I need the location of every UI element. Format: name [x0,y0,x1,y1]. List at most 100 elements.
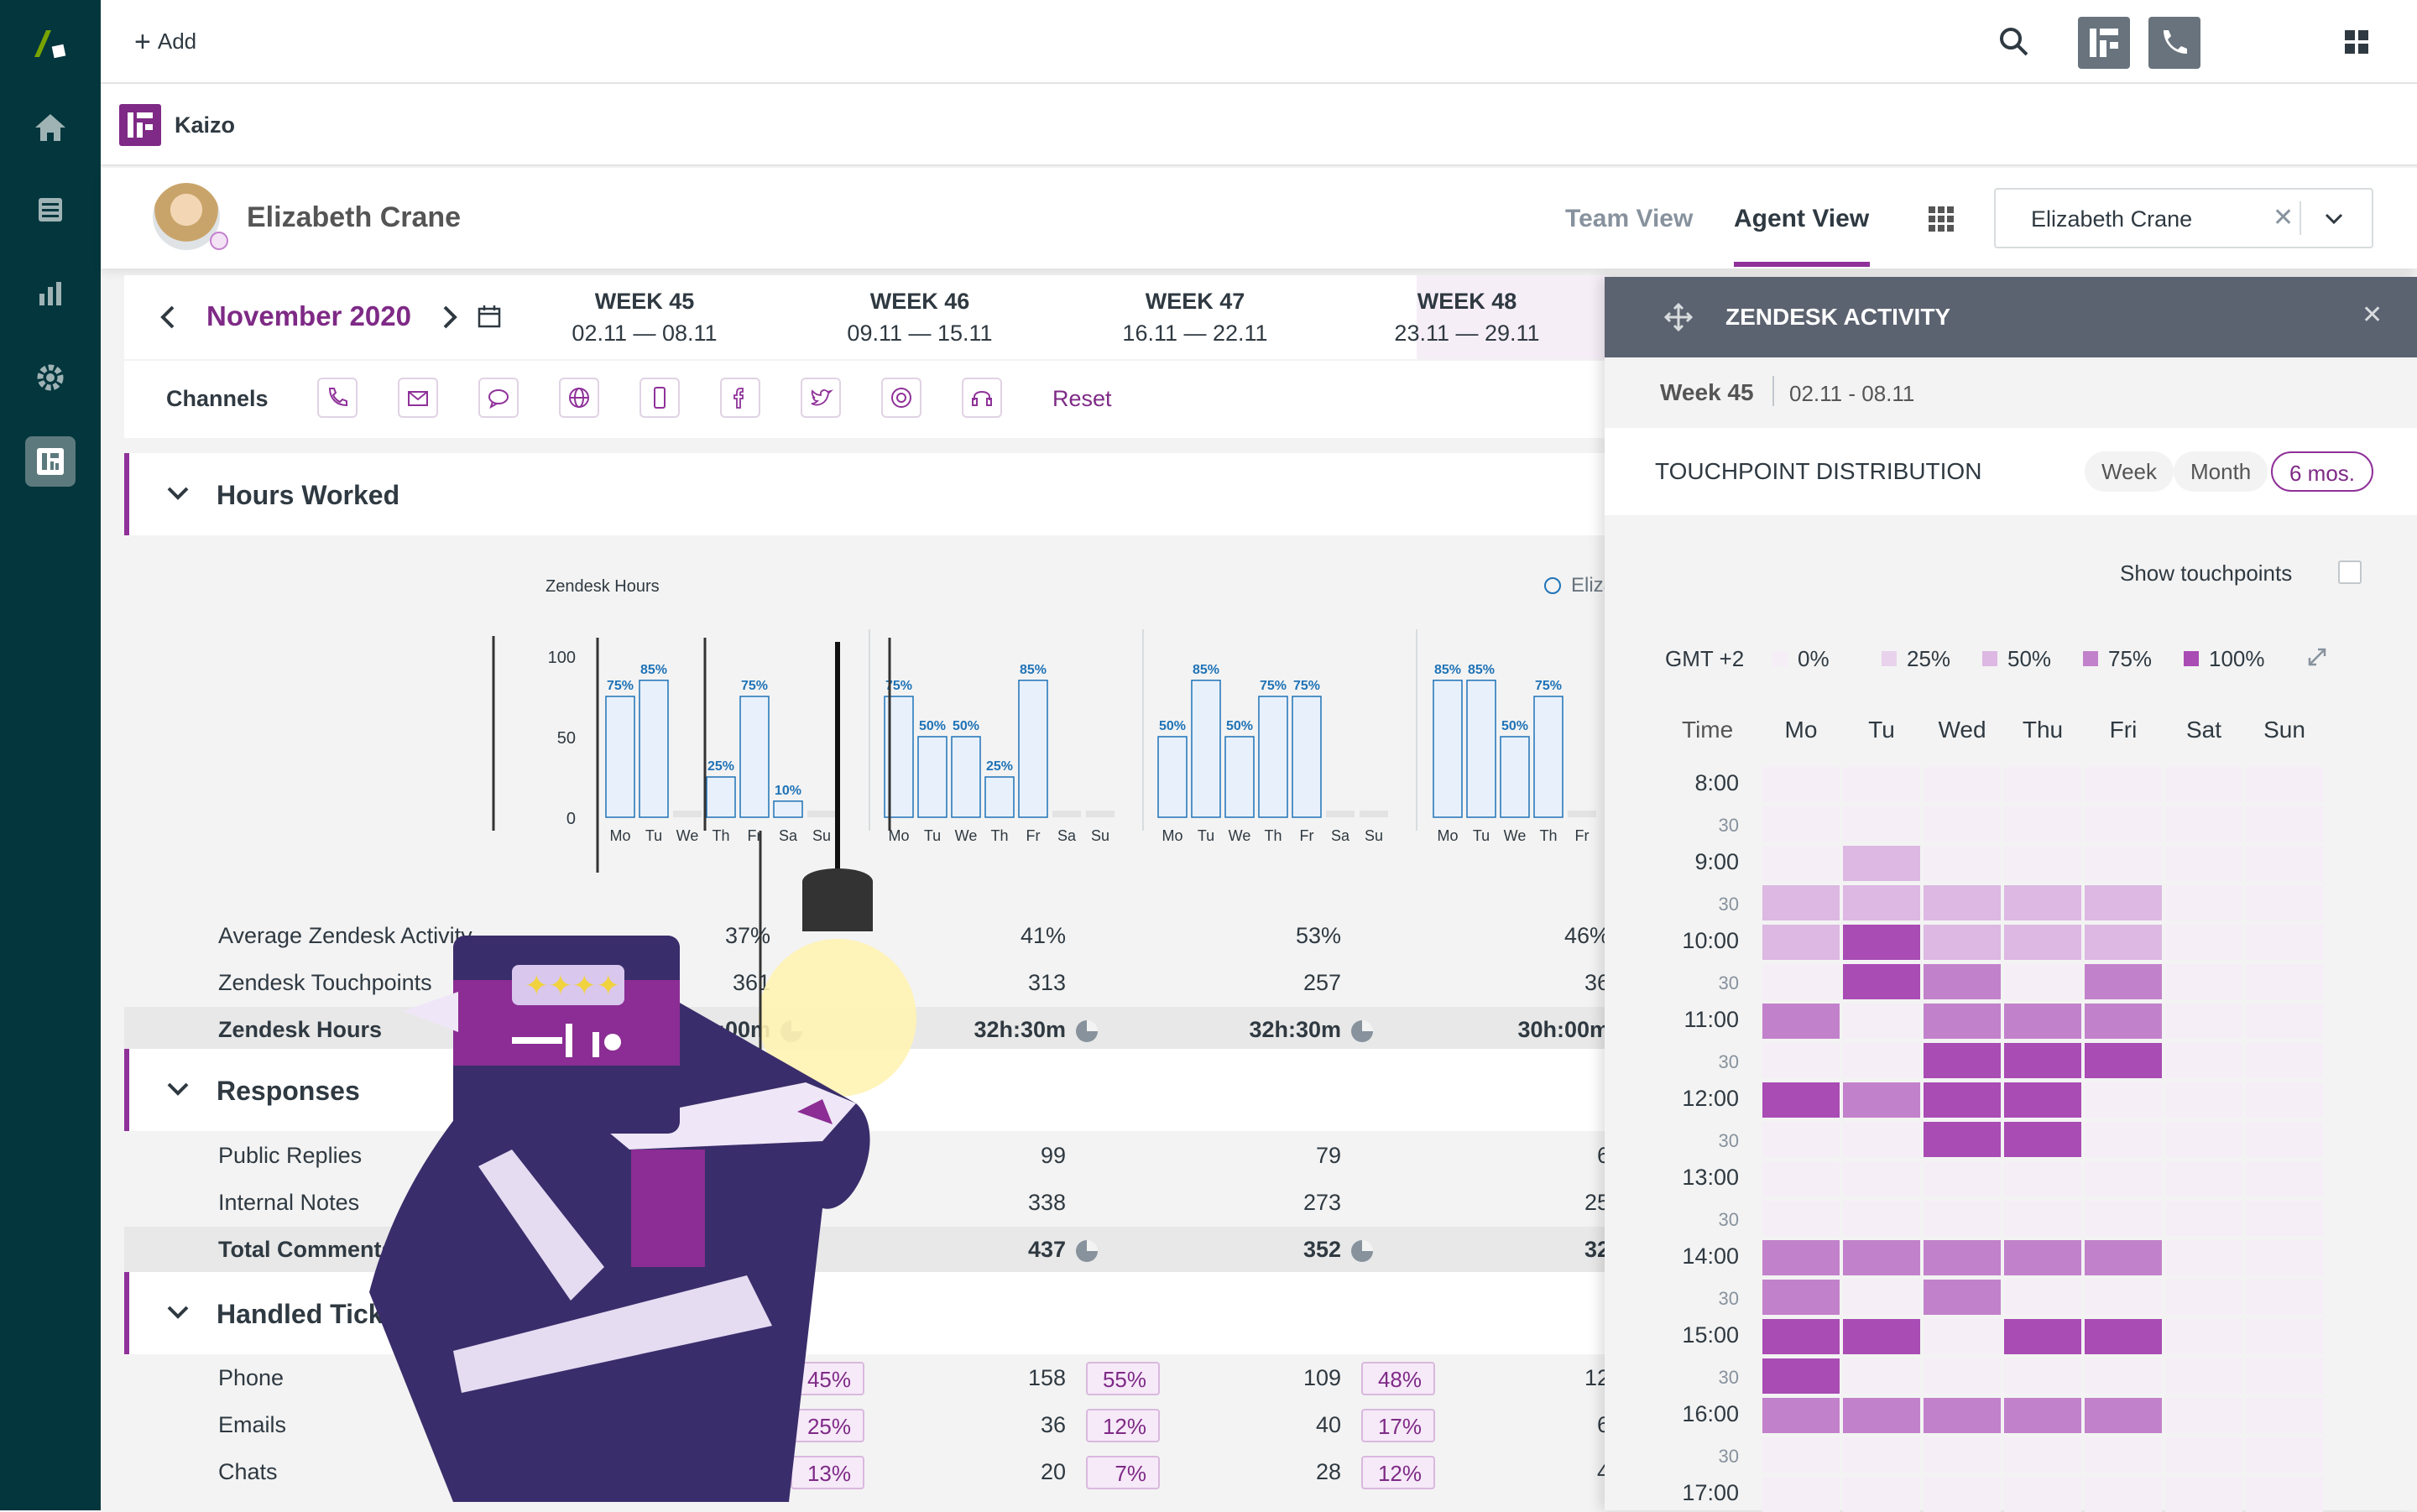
heatmap-cell[interactable] [2165,1477,2242,1512]
chart-bar[interactable] [1533,696,1563,818]
grid-view-icon[interactable] [1927,205,1955,237]
heatmap-cell[interactable] [2004,1437,2081,1473]
heatmap-cell[interactable] [2246,1398,2323,1433]
heatmap-cell[interactable] [1843,1319,1920,1354]
heatmap-cell[interactable] [2085,1398,2162,1433]
apps-grid-icon[interactable] [2343,29,2370,60]
chart-bar[interactable] [1157,736,1188,818]
phone-channel-icon[interactable] [317,378,358,418]
heatmap-cell[interactable] [2085,767,2162,802]
heatmap-cell[interactable] [1762,1398,1840,1433]
heatmap-cell[interactable] [1924,1082,2001,1118]
heatmap-cell[interactable] [1762,1358,1840,1394]
heatmap-cell[interactable] [1843,1082,1920,1118]
heatmap-cell[interactable] [1762,1082,1840,1118]
heatmap-cell[interactable] [2004,1240,2081,1275]
heatmap-cell[interactable] [1924,1240,2001,1275]
heatmap-cell[interactable] [1843,1201,1920,1236]
phone-icon[interactable] [2148,17,2200,69]
toggle-6-months[interactable]: 6 mos. [2271,451,2374,492]
heatmap-cell[interactable] [2004,885,2081,920]
views-icon[interactable] [25,185,76,235]
heatmap-cell[interactable] [1762,1161,1840,1197]
heatmap-cell[interactable] [2085,885,2162,920]
zendesk-logo-icon[interactable] [25,18,76,69]
heatmap-cell[interactable] [1762,1122,1840,1157]
heatmap-cell[interactable] [1843,1122,1920,1157]
heatmap-cell[interactable] [1924,964,2001,999]
chat-channel-icon[interactable] [478,378,519,418]
heatmap-cell[interactable] [2004,1043,2081,1078]
heatmap-cell[interactable] [1762,964,1840,999]
pie-chart-icon[interactable] [1076,1020,1098,1042]
heatmap-cell[interactable] [1843,846,1920,881]
next-month-chevron-icon[interactable] [441,304,458,331]
facebook-channel-icon[interactable] [720,378,760,418]
heatmap-cell[interactable] [2246,1477,2323,1512]
talk-channel-icon[interactable] [962,378,1002,418]
heatmap-cell[interactable] [2165,1437,2242,1473]
heatmap-cell[interactable] [2165,1043,2242,1078]
heatmap-cell[interactable] [2004,964,2081,999]
heatmap-cell[interactable] [2165,1240,2242,1275]
heatmap-cell[interactable] [2004,1358,2081,1394]
heatmap-cell[interactable] [2246,1358,2323,1394]
chart-bar[interactable] [673,811,702,817]
collapse-chevron-icon[interactable] [166,1081,190,1098]
chart-bar[interactable] [1191,680,1221,818]
week-label[interactable]: WEEK 46 [869,289,970,314]
chart-bar[interactable] [773,800,803,818]
team-view-tab[interactable]: Team View [1565,205,1694,232]
heatmap-cell[interactable] [2165,846,2242,881]
reporting-icon[interactable] [25,269,76,319]
chart-bar[interactable] [1360,811,1388,817]
heatmap-cell[interactable] [2165,767,2242,802]
chart-bar[interactable] [1568,811,1596,817]
heatmap-cell[interactable] [1762,1240,1840,1275]
heatmap-cell[interactable] [2004,767,2081,802]
chart-bar[interactable] [1224,736,1255,818]
heatmap-cell[interactable] [2165,1201,2242,1236]
chart-bar[interactable] [605,696,635,818]
heatmap-cell[interactable] [1843,1240,1920,1275]
heatmap-cell[interactable] [1762,1004,1840,1039]
toggle-month[interactable]: Month [2174,451,2268,492]
home-icon[interactable] [25,102,76,153]
collapse-chevron-icon[interactable] [166,1304,190,1321]
heatmap-cell[interactable] [2246,767,2323,802]
heatmap-cell[interactable] [2085,1082,2162,1118]
heatmap-cell[interactable] [2004,925,2081,960]
heatmap-cell[interactable] [2165,806,2242,842]
prev-month-chevron-icon[interactable] [159,304,176,331]
toggle-week[interactable]: Week [2085,451,2174,492]
add-button[interactable]: + Add [134,28,196,56]
mobile-channel-icon[interactable] [639,378,680,418]
heatmap-cell[interactable] [2246,846,2323,881]
heatmap-cell[interactable] [2165,1398,2242,1433]
heatmap-cell[interactable] [2085,1280,2162,1315]
heatmap-cell[interactable] [2165,1280,2242,1315]
close-icon[interactable]: ✕ [2362,301,2383,329]
twitter-channel-icon[interactable] [801,378,841,418]
chart-bar[interactable] [1052,811,1081,817]
heatmap-cell[interactable] [1762,885,1840,920]
heatmap-cell[interactable] [2085,1201,2162,1236]
chart-bar[interactable] [1433,680,1463,818]
settings-gear-icon[interactable] [25,352,76,403]
heatmap-cell[interactable] [1924,1398,2001,1433]
heatmap-cell[interactable] [1924,1201,2001,1236]
heatmap-cell[interactable] [2004,1319,2081,1354]
heatmap-cell[interactable] [1924,885,2001,920]
heatmap-cell[interactable] [2085,1319,2162,1354]
heatmap-cell[interactable] [1843,1004,1920,1039]
heatmap-cell[interactable] [1924,1319,2001,1354]
heatmap-cell[interactable] [2246,885,2323,920]
heatmap-cell[interactable] [2246,1319,2323,1354]
chart-bar[interactable] [1500,736,1530,818]
heatmap-cell[interactable] [2004,846,2081,881]
heatmap-cell[interactable] [2085,964,2162,999]
heatmap-cell[interactable] [2246,1201,2323,1236]
heatmap-cell[interactable] [2085,1477,2162,1512]
heatmap-cell[interactable] [1762,925,1840,960]
heatmap-cell[interactable] [2246,925,2323,960]
